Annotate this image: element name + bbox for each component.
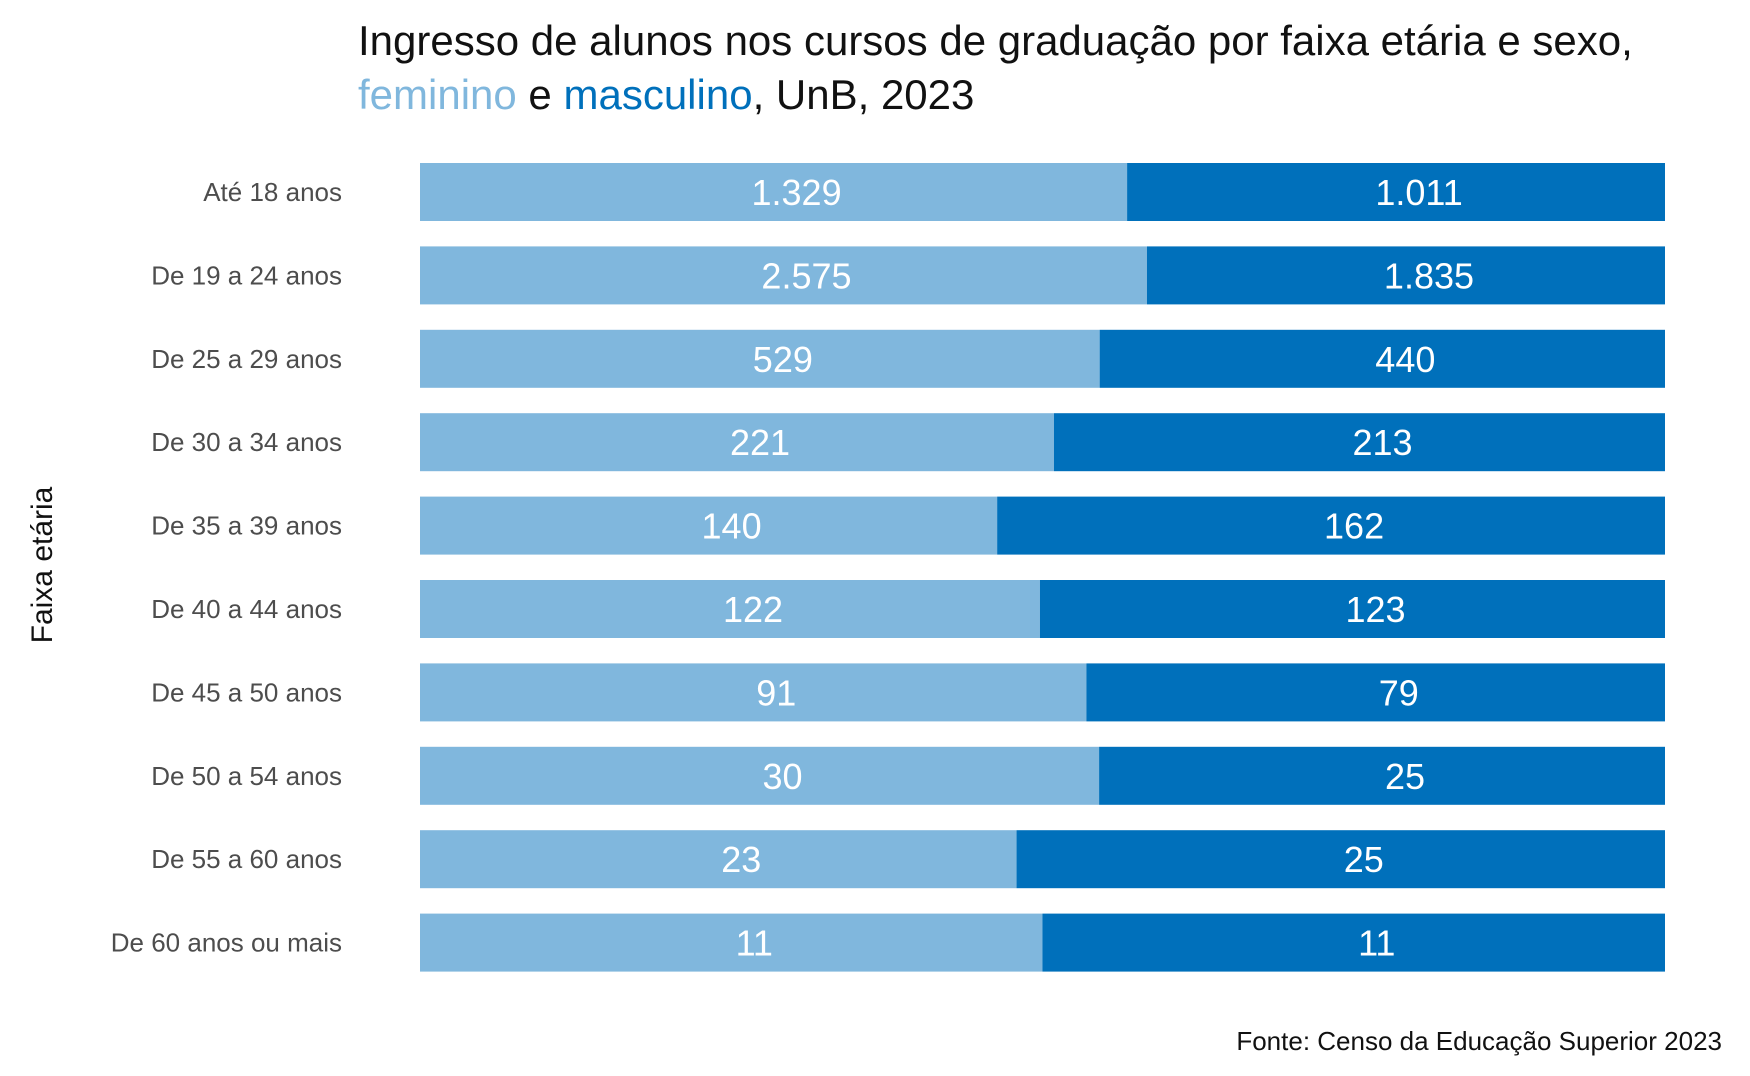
bar-label-masculino: 1.011 [1375,172,1462,213]
bar-label-masculino: 79 [1379,672,1419,713]
bar-feminino [420,663,1087,722]
bar-masculino [1053,413,1665,472]
category-label: De 35 a 39 anos [151,511,342,541]
bar-label-feminino: 23 [721,839,761,880]
bar-feminino [420,580,1040,638]
category-labels-group: Até 18 anos De 19 a 24 anos De 25 a 29 ano… [111,177,342,958]
bar-masculino [1016,830,1665,889]
bar-feminino [420,496,998,555]
bar-label-masculino: 213 [1352,422,1412,463]
bar-label-masculino: 1.835 [1384,255,1474,296]
bar-feminino [420,163,1128,221]
category-label: De 19 a 24 anos [151,260,342,290]
bar-masculino [1146,246,1665,305]
bar-labels-group: 1.329 1.011 2.575 1.835 529 440 221 213 140 162 12… [702,172,1474,964]
source-note: Fonte: Censo da Educação Superior 2023 [1236,1026,1722,1056]
bar-label-masculino: 25 [1344,839,1384,880]
bar-label-masculino: 123 [1345,589,1405,630]
category-label: De 50 a 54 anos [151,761,342,791]
bar-masculino [997,496,1665,555]
bar-label-feminino: 11 [736,923,773,964]
category-label: De 55 a 60 anos [151,844,342,874]
bar-masculino [1099,746,1665,805]
bar-feminino [420,329,1100,388]
chart-title-line1: Ingresso de alunos nos cursos de graduaç… [358,17,1633,64]
title-masculino-word: masculino [563,71,752,118]
bar-label-feminino: 2.575 [761,255,851,296]
bar-label-feminino: 91 [756,672,796,713]
bar-masculino [1099,329,1665,388]
bar-label-feminino: 140 [702,506,762,547]
bar-feminino [420,913,1043,972]
title-connector: e [517,71,564,118]
bar-feminino [420,413,1054,472]
category-label: De 45 a 50 anos [151,677,342,707]
bar-label-feminino: 122 [723,589,783,630]
bar-masculino [1042,913,1665,972]
bar-label-masculino: 162 [1324,506,1384,547]
chart-title-line2: feminino e masculino, UnB, 2023 [358,71,974,118]
bar-label-feminino: 529 [753,339,813,380]
category-label: De 30 a 34 anos [151,427,342,457]
bar-label-masculino: 440 [1375,339,1435,380]
bar-masculino [1086,663,1665,722]
bar-label-feminino: 1.329 [752,172,842,213]
bar-feminino [420,830,1017,889]
title-feminino-word: feminino [358,71,517,118]
bar-label-masculino: 11 [1358,923,1395,964]
bar-masculino [1127,163,1665,221]
bar-label-feminino: 221 [730,422,790,463]
category-label: De 25 a 29 anos [151,344,342,374]
category-label: De 60 anos ou mais [111,928,342,958]
bar-feminino [420,246,1147,305]
bar-feminino [420,746,1100,805]
y-axis-label: Faixa etária [26,486,59,643]
title-suffix: , UnB, 2023 [753,71,975,118]
category-label: De 40 a 44 anos [151,594,342,624]
bar-masculino [1039,580,1665,638]
bar-label-feminino: 30 [763,756,803,797]
bar-label-masculino: 25 [1385,756,1425,797]
category-label: Até 18 anos [203,177,342,207]
bars-group [420,163,1665,972]
